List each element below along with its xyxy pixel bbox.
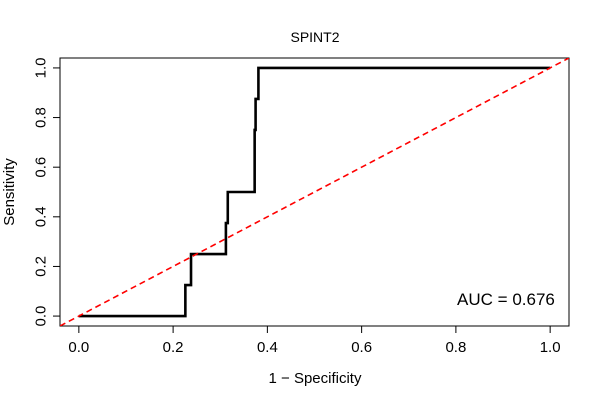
y-tick-label: 0.6: [33, 157, 50, 178]
roc-curve-line: [78, 66, 551, 318]
y-tick-label: 0.8: [33, 107, 50, 128]
x-tick-label: 0.6: [351, 339, 372, 356]
y-tick-label: 0.2: [33, 256, 50, 277]
plot-frame: [59, 57, 570, 327]
y-axis-label: Sensitivity: [1, 158, 18, 226]
annotations: AUC = 0.676: [457, 290, 555, 309]
chart-title: SPINT2: [290, 29, 339, 45]
x-tick-label: 1.0: [540, 339, 561, 356]
y-tick-label: 1.0: [33, 57, 50, 78]
x-axis-label: 1 − Specificity: [269, 370, 362, 387]
x-tick-label: 0.8: [445, 339, 466, 356]
x-tick-label: 0.0: [68, 339, 89, 356]
y-tick-label: 0.4: [33, 206, 50, 227]
auc-annotation: AUC = 0.676: [457, 290, 555, 309]
y-tick-label: 0.0: [33, 306, 50, 327]
x-axis: 0.0 0.2 0.4 0.6 0.8 1.0: [68, 325, 561, 356]
x-tick-label: 0.2: [163, 339, 184, 356]
curves: [60, 58, 569, 326]
x-tick-label: 0.4: [257, 339, 278, 356]
y-axis: 0.0 0.2 0.4 0.6 0.8 1.0: [33, 57, 61, 327]
reference-diagonal-line: [60, 58, 569, 326]
